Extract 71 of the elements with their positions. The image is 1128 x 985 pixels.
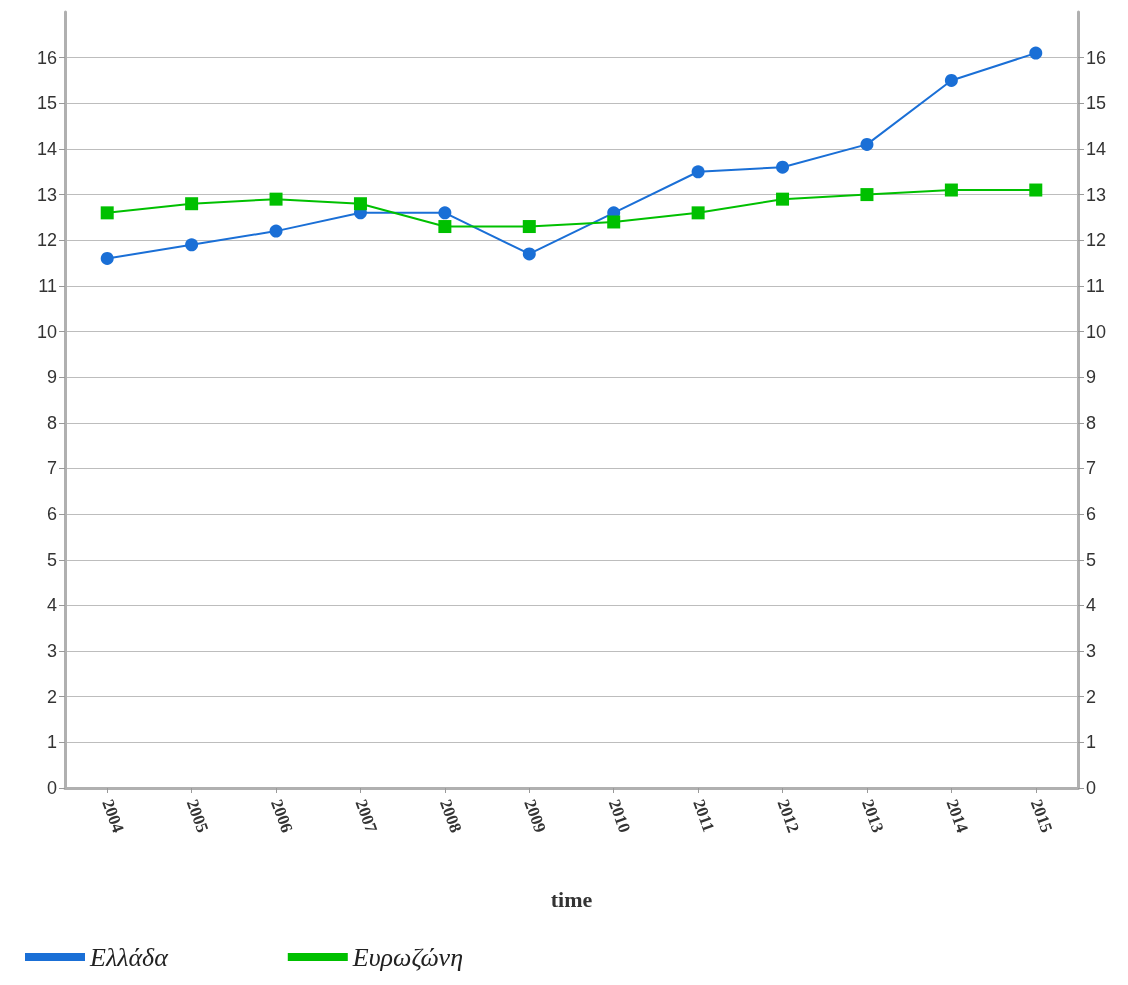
y2-tick-label: 1 — [1086, 732, 1097, 753]
x-tick-label: 2008 — [435, 796, 466, 836]
y2-tick-label: 12 — [1086, 230, 1107, 251]
y-tick-label: 11 — [38, 275, 57, 296]
y2-tick-label: 16 — [1086, 47, 1107, 68]
y-tick-label: 7 — [46, 458, 57, 479]
y2-tick-label: 15 — [1086, 93, 1107, 114]
point — [269, 192, 283, 206]
point — [691, 206, 705, 220]
y-tick-label: 2 — [46, 686, 57, 707]
x-tick-label: 2011 — [689, 796, 719, 835]
y-tick-label: 10 — [36, 321, 57, 342]
point — [860, 188, 874, 202]
legend-label: Ευρωζώνη — [351, 942, 464, 972]
point — [860, 137, 874, 151]
point — [1029, 183, 1043, 197]
x-tick-label: 2005 — [182, 796, 213, 836]
point — [522, 220, 536, 234]
point — [607, 215, 621, 229]
y-tick-label: 0 — [46, 778, 57, 798]
point — [944, 183, 958, 197]
y2-tick-label: 10 — [1086, 321, 1107, 342]
y-tick-label: 12 — [36, 230, 57, 251]
y-tick-label: 3 — [46, 641, 57, 662]
x-tick-label: 2009 — [520, 796, 550, 836]
point — [776, 160, 790, 174]
y-tick-label: 9 — [46, 367, 57, 388]
y-tick-label: 13 — [36, 184, 57, 205]
y-tick-label: 6 — [46, 504, 57, 525]
point — [185, 238, 199, 252]
y2-tick-label: 14 — [1086, 138, 1107, 159]
point — [691, 165, 705, 179]
x-tick-label: 2012 — [773, 796, 804, 836]
y-tick-label: 14 — [36, 138, 57, 159]
y2-tick-label: 6 — [1086, 504, 1097, 525]
y-tick-label: 1 — [46, 732, 57, 753]
y-tick-label: 4 — [46, 595, 57, 616]
y2-tick-label: 9 — [1086, 367, 1097, 388]
y2-tick-label: 0 — [1086, 778, 1097, 798]
point — [944, 73, 958, 87]
point — [438, 206, 452, 220]
legend-label: Ελλάδα — [89, 942, 170, 972]
point — [1029, 46, 1043, 60]
y-tick-label: 15 — [36, 93, 57, 114]
x-tick-label: 2004 — [98, 796, 128, 836]
y2-tick-label: 8 — [1086, 412, 1097, 433]
y-tick-label: 16 — [36, 47, 57, 68]
point — [100, 206, 114, 220]
point — [100, 252, 114, 265]
y2-tick-label: 13 — [1086, 184, 1107, 205]
x-tick-label: 2010 — [604, 796, 635, 836]
x-tick-label: 2007 — [351, 796, 382, 836]
y2-tick-label: 3 — [1086, 641, 1097, 662]
point — [269, 224, 283, 238]
y2-tick-label: 7 — [1086, 458, 1097, 479]
point — [522, 247, 536, 261]
y-tick-label: 8 — [46, 412, 57, 433]
x-tick-label: 2014 — [942, 796, 973, 836]
point — [185, 197, 199, 211]
point — [776, 192, 790, 206]
point — [438, 220, 452, 234]
y-tick-label: 5 — [46, 549, 57, 570]
x-tick-label: 2006 — [267, 796, 297, 836]
y2-tick-label: 2 — [1086, 686, 1097, 707]
x-axis-title: time — [550, 886, 593, 912]
point — [353, 197, 367, 211]
y2-tick-label: 5 — [1086, 549, 1097, 570]
y2-tick-label: 4 — [1086, 595, 1097, 616]
y2-tick-label: 11 — [1086, 275, 1105, 296]
x-tick-label: 2015 — [1026, 796, 1057, 836]
x-tick-label: 2013 — [858, 796, 888, 836]
